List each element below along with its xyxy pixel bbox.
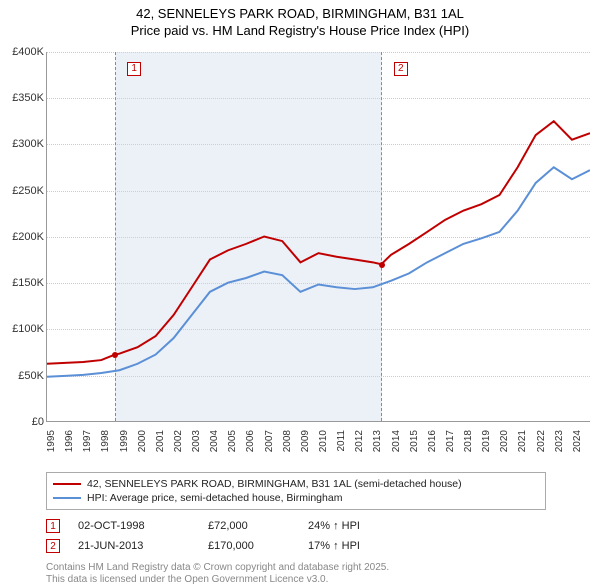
legend-box: 42, SENNELEYS PARK ROAD, BIRMINGHAM, B31… <box>46 472 546 510</box>
x-tick-label: 2011 <box>336 430 347 452</box>
sale-pct: 17% ↑ HPI <box>308 540 418 552</box>
sale-row: 2 21-JUN-2013£170,00017% ↑ HPI <box>46 536 592 556</box>
y-tick-label: £150K <box>12 277 44 289</box>
x-tick-label: 2023 <box>554 430 565 452</box>
y-tick-label: £100K <box>12 323 44 335</box>
series-line <box>47 167 590 376</box>
sale-point <box>379 262 385 268</box>
x-tick-label: 1999 <box>119 430 130 452</box>
y-tick-label: £200K <box>12 231 44 243</box>
sale-pct: 24% ↑ HPI <box>308 520 418 532</box>
x-tick-label: 2017 <box>445 430 456 452</box>
title-line-1: 42, SENNELEYS PARK ROAD, BIRMINGHAM, B31… <box>0 6 600 23</box>
x-tick-label: 2012 <box>354 430 365 452</box>
x-tick-label: 2013 <box>372 430 383 452</box>
x-tick-label: 1997 <box>82 430 93 452</box>
sale-price: £170,000 <box>208 540 308 552</box>
x-tick-label: 2000 <box>137 430 148 452</box>
legend-swatch <box>53 497 81 499</box>
sale-badge: 1 <box>46 519 60 533</box>
y-tick-label: £300K <box>12 138 44 150</box>
x-tick-label: 2006 <box>245 430 256 452</box>
footer-line-2: This data is licensed under the Open Gov… <box>46 574 592 587</box>
footer-attribution: Contains HM Land Registry data © Crown c… <box>46 562 592 587</box>
x-tick-label: 2001 <box>155 430 166 452</box>
sale-point <box>112 352 118 358</box>
sales-table: 1 02-OCT-1998£72,00024% ↑ HPI 2 21-JUN-2013… <box>46 516 592 556</box>
x-tick-label: 2002 <box>173 430 184 452</box>
y-tick-label: £250K <box>12 185 44 197</box>
sale-marker-1: 1 <box>127 62 141 76</box>
x-tick-label: 2008 <box>282 430 293 452</box>
legend-item: HPI: Average price, semi-detached house,… <box>53 491 539 505</box>
x-tick-label: 2018 <box>463 430 474 452</box>
chart-container: 42, SENNELEYS PARK ROAD, BIRMINGHAM, B31… <box>0 0 600 560</box>
title-block: 42, SENNELEYS PARK ROAD, BIRMINGHAM, B31… <box>0 0 600 44</box>
plot-region: 12 <box>46 52 590 422</box>
x-tick-label: 2019 <box>481 430 492 452</box>
x-tick-label: 2004 <box>209 430 220 452</box>
x-tick-label: 2024 <box>572 430 583 452</box>
x-tick-label: 2005 <box>227 430 238 452</box>
legend-item: 42, SENNELEYS PARK ROAD, BIRMINGHAM, B31… <box>53 477 539 491</box>
x-tick-label: 2014 <box>391 430 402 452</box>
sale-price: £72,000 <box>208 520 308 532</box>
x-axis-ticks: 1995 1996 1997 1998 1999 2000 2001 2002 2003 2004… <box>46 426 590 456</box>
sale-badge: 2 <box>46 539 60 553</box>
legend-label: HPI: Average price, semi-detached house,… <box>87 492 342 504</box>
line-layer <box>47 52 590 421</box>
x-tick-label: 2022 <box>536 430 547 452</box>
x-tick-label: 1996 <box>64 430 75 452</box>
legend-swatch <box>53 483 81 485</box>
y-tick-label: £50K <box>18 370 44 382</box>
x-tick-label: 2007 <box>264 430 275 452</box>
footer-line-1: Contains HM Land Registry data © Crown c… <box>46 562 592 575</box>
y-tick-label: £400K <box>12 46 44 58</box>
y-tick-label: £0 <box>32 416 44 428</box>
sale-date: 02-OCT-1998 <box>78 520 208 532</box>
x-tick-label: 2003 <box>191 430 202 452</box>
x-tick-label: 2010 <box>318 430 329 452</box>
x-tick-label: 2021 <box>517 430 528 452</box>
sale-row: 1 02-OCT-1998£72,00024% ↑ HPI <box>46 516 592 536</box>
y-tick-label: £350K <box>12 92 44 104</box>
chart-area: 12 1995199619971998199920002001200220032… <box>0 44 600 444</box>
x-tick-label: 2015 <box>409 430 420 452</box>
x-tick-label: 2016 <box>427 430 438 452</box>
x-tick-label: 2020 <box>499 430 510 452</box>
legend-label: 42, SENNELEYS PARK ROAD, BIRMINGHAM, B31… <box>87 478 462 490</box>
series-line <box>47 121 590 364</box>
title-line-2: Price paid vs. HM Land Registry's House … <box>0 23 600 40</box>
sale-date: 21-JUN-2013 <box>78 540 208 552</box>
sale-marker-2: 2 <box>394 62 408 76</box>
x-tick-label: 2009 <box>300 430 311 452</box>
x-tick-label: 1998 <box>100 430 111 452</box>
x-tick-label: 1995 <box>46 430 57 452</box>
